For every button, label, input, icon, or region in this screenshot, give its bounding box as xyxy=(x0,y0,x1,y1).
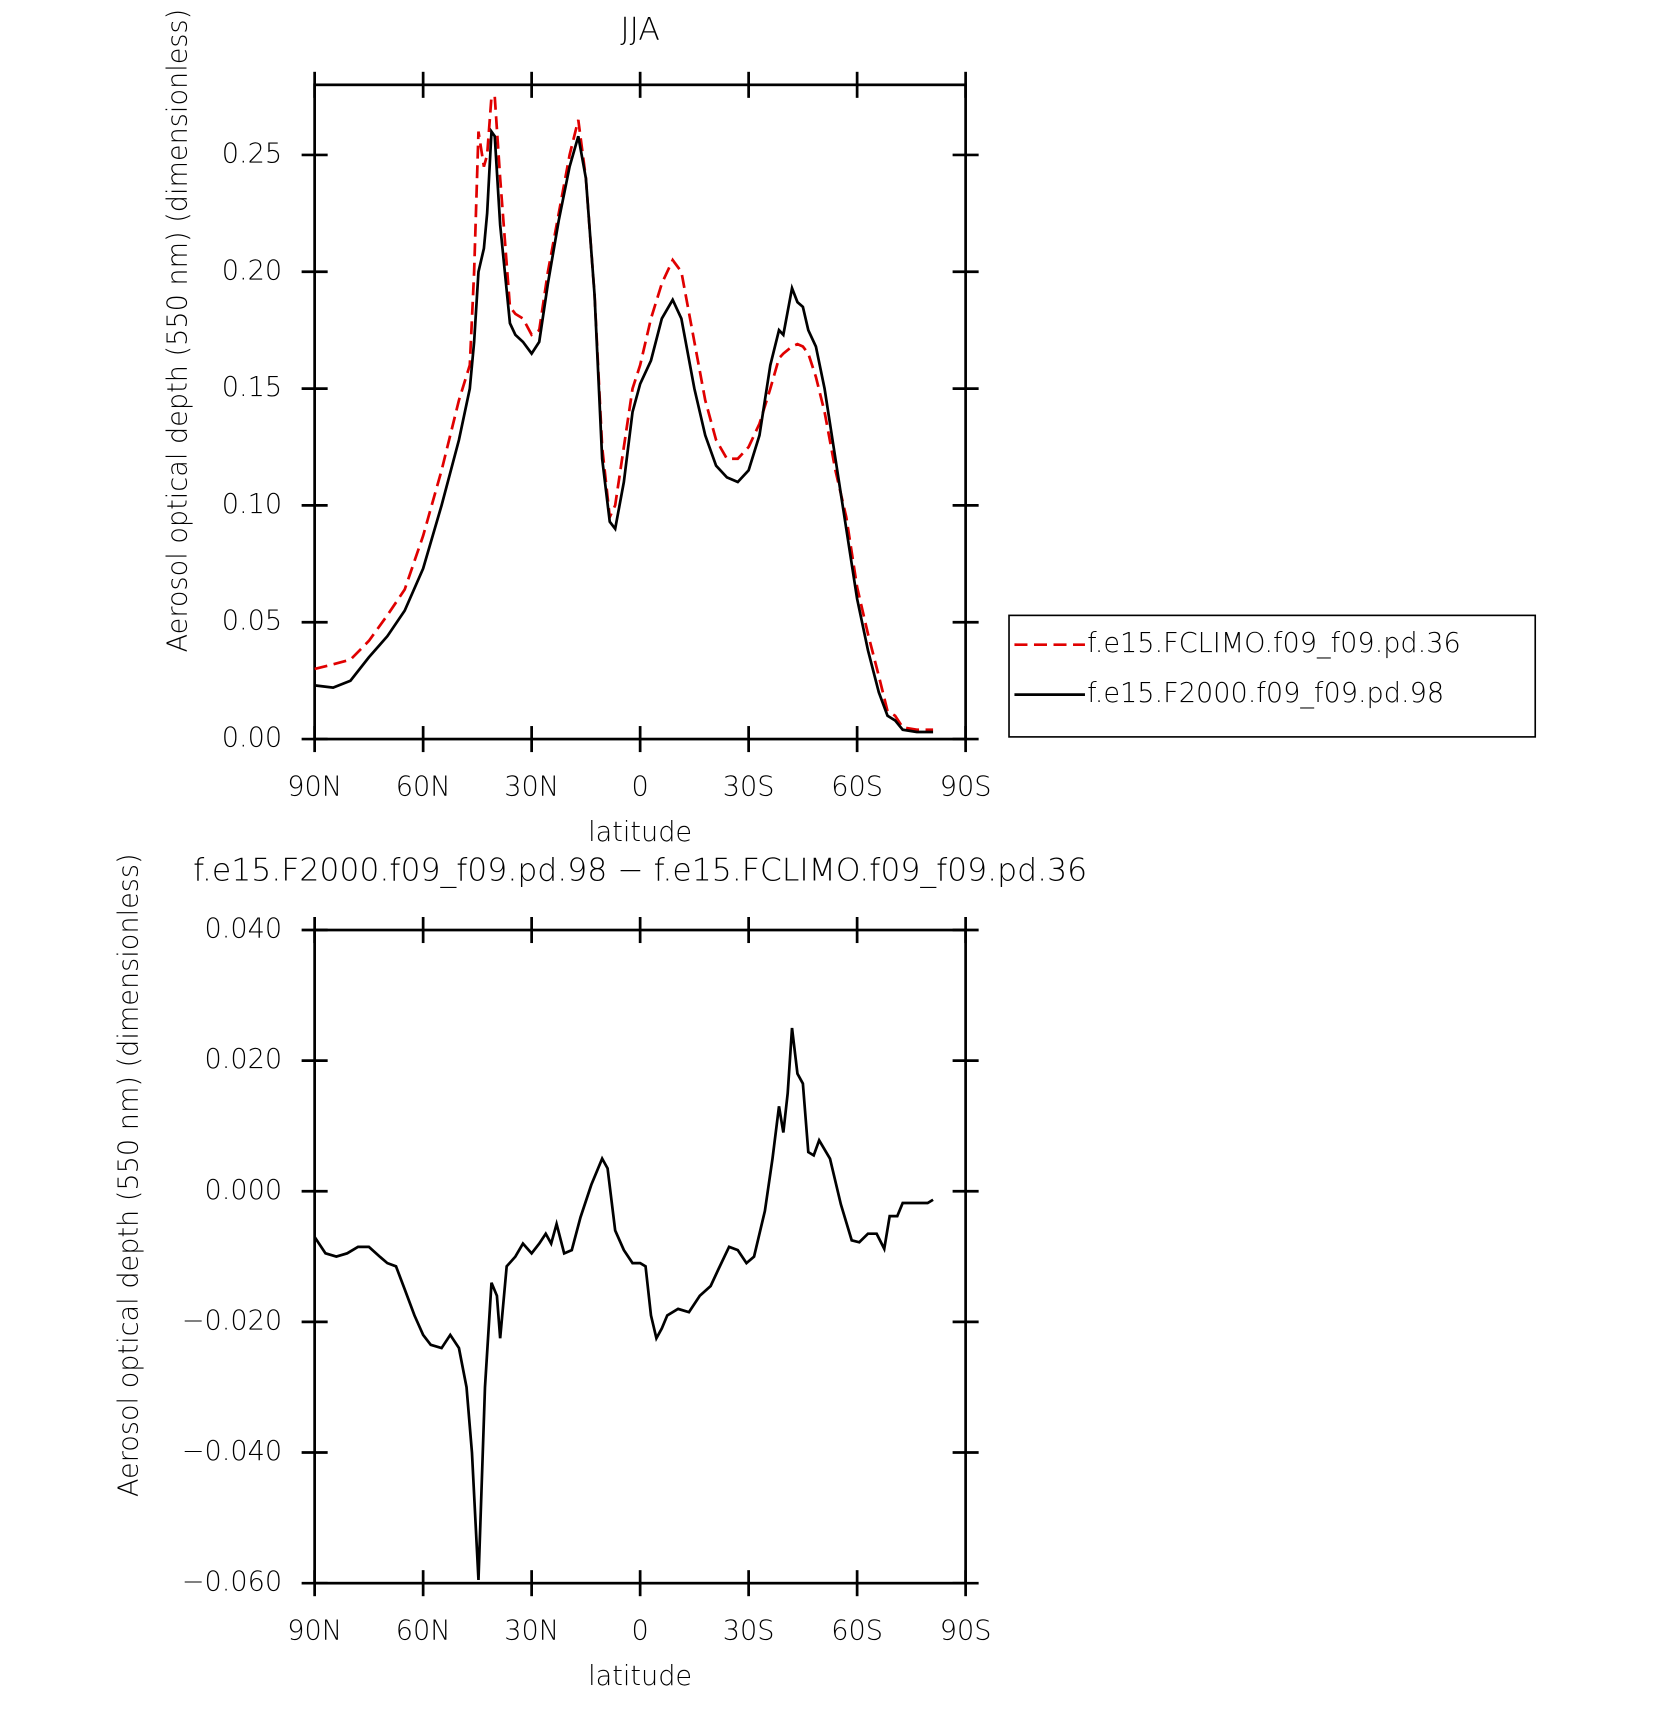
y-axis-label: Aerosol optical depth (550 nm) (dimensio… xyxy=(114,853,145,1497)
legend-label: f.e15.F2000.f09_f09.pd.98 xyxy=(1087,678,1444,709)
data-line xyxy=(314,127,934,734)
x-tick-label: 90N xyxy=(287,1615,342,1646)
x-tick-label: 90S xyxy=(940,771,992,802)
y-tick-label: 0.020 xyxy=(204,1044,282,1075)
x-tick-label: 90N xyxy=(287,771,342,802)
y-tick-label: 0.25 xyxy=(222,138,282,169)
x-tick-label: 0 xyxy=(632,1615,649,1646)
x-tick-label: 60S xyxy=(831,1615,883,1646)
y-tick-label: −0.060 xyxy=(182,1567,282,1598)
legend-label: f.e15.FCLIMO.f09_f09.pd.36 xyxy=(1087,628,1461,659)
y-tick-label: 0.00 xyxy=(222,723,282,754)
x-tick-label: 30S xyxy=(723,771,775,802)
x-tick-label: 30N xyxy=(504,771,559,802)
y-tick-label: 0.000 xyxy=(204,1175,282,1206)
data-line xyxy=(313,1027,934,1580)
y-tick-label: 0.20 xyxy=(222,255,282,286)
x-tick-label: 90S xyxy=(940,1615,992,1646)
chart-title: f.e15.F2000.f09_f09.pd.98 − f.e15.FCLIMO… xyxy=(193,852,1087,888)
y-tick-label: 0.10 xyxy=(222,489,282,520)
y-tick-label: 0.15 xyxy=(222,372,282,403)
x-tick-label: 60N xyxy=(396,1615,451,1646)
x-tick-label: 30S xyxy=(723,1615,775,1646)
data-line xyxy=(314,95,934,732)
plot-frame xyxy=(313,83,967,741)
x-axis-label: latitude xyxy=(588,1661,692,1692)
x-tick-label: 60S xyxy=(831,771,883,802)
x-axis-label: latitude xyxy=(588,817,692,848)
x-tick-label: 60N xyxy=(396,771,451,802)
y-axis-label: Aerosol optical depth (550 nm) (dimensio… xyxy=(163,9,194,653)
legend-box xyxy=(1008,614,1537,738)
y-tick-label: −0.040 xyxy=(182,1436,282,1467)
x-tick-label: 0 xyxy=(632,771,649,802)
y-tick-label: −0.020 xyxy=(182,1305,282,1336)
y-tick-label: 0.040 xyxy=(204,914,282,945)
plot-frame xyxy=(313,928,967,1585)
x-tick-label: 30N xyxy=(504,1615,559,1646)
y-tick-label: 0.05 xyxy=(222,606,282,637)
chart-title: JJA xyxy=(620,12,660,48)
